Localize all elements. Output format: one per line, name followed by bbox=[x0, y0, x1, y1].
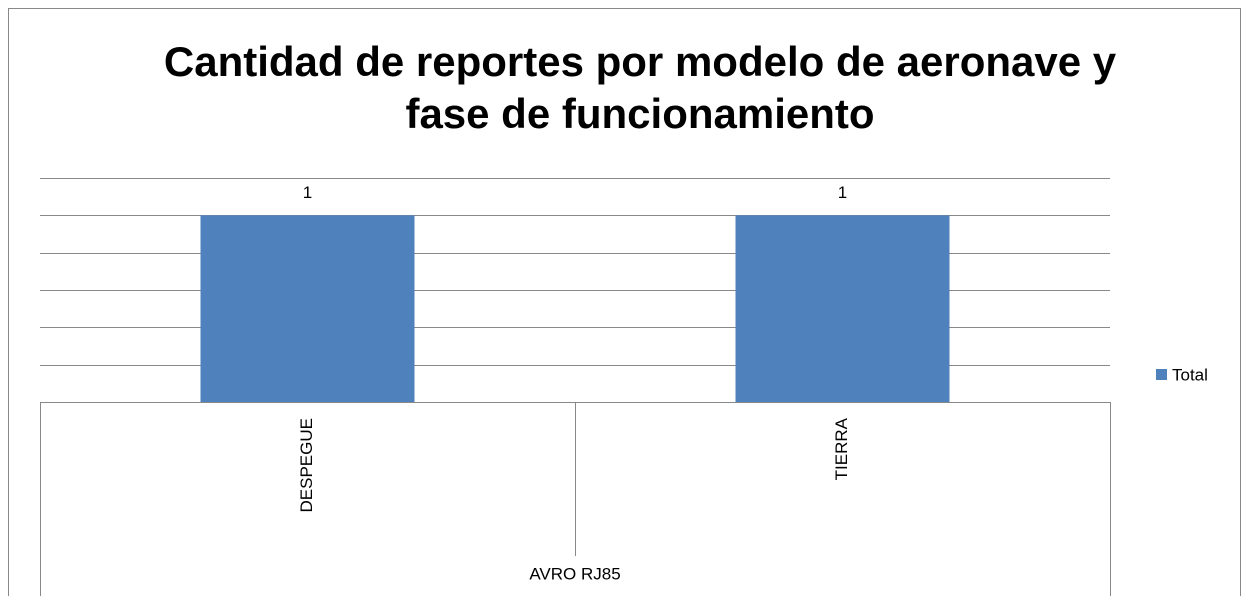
x-group-label: AVRO RJ85 bbox=[529, 564, 620, 583]
bar bbox=[200, 215, 415, 402]
data-label: 1 bbox=[838, 183, 847, 202]
legend-swatch bbox=[1156, 369, 1167, 380]
legend-label: Total bbox=[1172, 365, 1208, 384]
x-tick-label: DESPEGUE bbox=[297, 418, 316, 512]
data-label: 1 bbox=[303, 183, 312, 202]
chart-border bbox=[8, 8, 1241, 596]
chart-title: Cantidad de reportes por modelo de aeron… bbox=[163, 38, 1117, 137]
x-tick-label: TIERRA bbox=[832, 417, 851, 480]
bar bbox=[735, 215, 950, 402]
